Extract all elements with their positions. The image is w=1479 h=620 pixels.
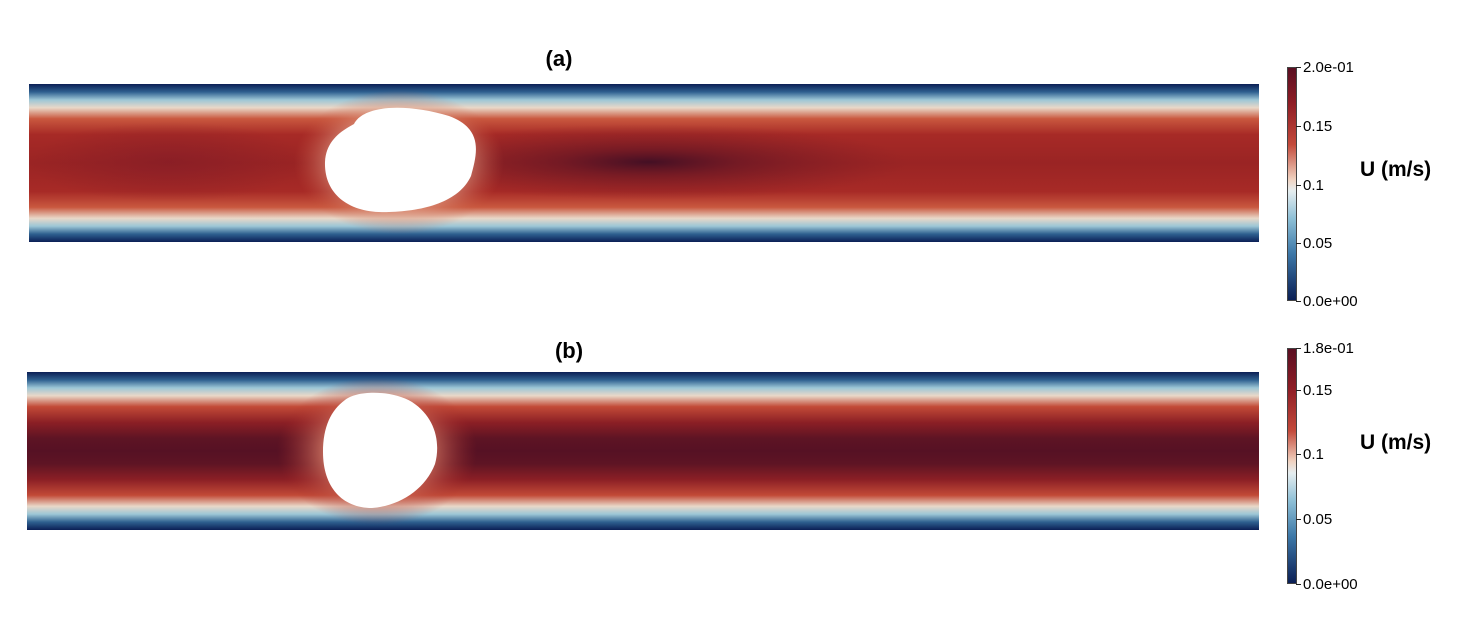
panel-a-label: (a) xyxy=(545,46,573,71)
colorbar-a-tick-3: 0.05 xyxy=(1296,236,1332,251)
colorbar-b-tick-2: 0.1 xyxy=(1296,447,1324,462)
colorbar-b-tick-1: 0.15 xyxy=(1296,383,1332,398)
colorbar-b: 1.8e-01 0.15 0.1 0.05 0.0e+00 U (m/s) xyxy=(1287,341,1477,593)
colorbar-a-tick-2: 0.1 xyxy=(1296,178,1324,193)
colorbar-a-tick-0: 2.0e-01 xyxy=(1296,60,1354,75)
colorbar-a: 2.0e-01 0.15 0.1 0.05 0.0e+00 U (m/s) xyxy=(1287,60,1477,309)
velocity-field-a xyxy=(29,84,1259,242)
droplet-b xyxy=(323,392,438,508)
colorbar-a-tick-1: 0.15 xyxy=(1296,119,1332,134)
colorbar-b-gradient xyxy=(1287,348,1297,584)
colorbar-b-tick-3: 0.05 xyxy=(1296,512,1332,527)
colorbar-a-title: U (m/s) xyxy=(1360,158,1432,181)
colorbar-b-title: U (m/s) xyxy=(1360,431,1432,454)
droplet-a xyxy=(324,107,476,213)
colorbar-a-tick-4: 0.0e+00 xyxy=(1296,294,1358,309)
colorbar-b-tick-0: 1.8e-01 xyxy=(1296,341,1354,356)
colorbar-b-tick-4: 0.0e+00 xyxy=(1296,577,1358,592)
panel-b-label: (b) xyxy=(554,338,584,363)
velocity-field-b xyxy=(27,372,1259,530)
